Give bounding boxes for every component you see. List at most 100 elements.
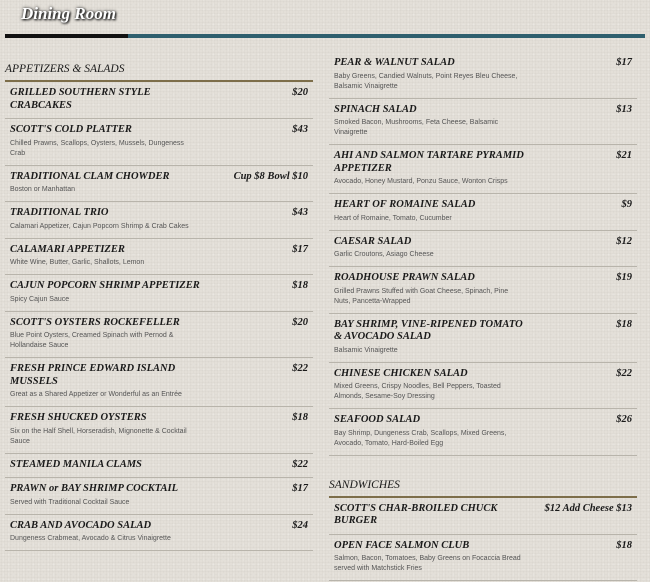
menu-item-name: TRADITIONAL CLAM CHOWDER bbox=[10, 170, 170, 182]
menu-item-description: Balsamic Vinaigrette bbox=[334, 346, 398, 354]
left-column: APPETIZERS & SALADS GRILLED SOUTHERN STY… bbox=[5, 58, 313, 551]
menu-item-info: TRADITIONAL CLAM CHOWDER Boston or Manhat… bbox=[10, 171, 200, 196]
menu-item-info: CRAB AND AVOCADO SALAD Dungeness Crabmeat… bbox=[10, 520, 200, 545]
menu-item: CAESAR SALAD Garlic Croutons, Asiago Chee… bbox=[329, 231, 637, 267]
menu-item: ROADHOUSE PRAWN SALAD Grilled Prawns Stuf… bbox=[329, 267, 637, 314]
menu-item: SCOTT'S COLD PLATTER Chilled Prawns, Scal… bbox=[5, 119, 313, 166]
menu-item-description: Calamari Appetizer, Cajun Popcorn Shrimp… bbox=[10, 222, 189, 230]
menu-item: STEAMED MANILA CLAMS $22 bbox=[5, 454, 313, 478]
menu-item-name: TRADITIONAL TRIO bbox=[10, 207, 109, 218]
menu-item-name: SCOTT'S CHAR-BROILED CHUCK BURGER bbox=[334, 502, 498, 527]
menu-item-price: $13 bbox=[616, 103, 632, 115]
page-title: Dining Room bbox=[21, 4, 116, 23]
menu-item-price: $20 bbox=[292, 87, 308, 98]
menu-item-price: $22 bbox=[616, 367, 632, 379]
menu-item-price: $12 bbox=[616, 235, 632, 247]
menu-item-description: Smoked Bacon, Mushrooms, Feta Cheese, Ba… bbox=[334, 119, 499, 136]
menu-item-description: Chilled Prawns, Scallops, Oysters, Musse… bbox=[10, 139, 184, 157]
menu-item: TRADITIONAL TRIO Calamari Appetizer, Caju… bbox=[5, 202, 313, 239]
menu-item-info: BAY SHRIMP, VINE-RIPENED TOMATO & AVOCAD… bbox=[334, 319, 524, 356]
menu-item-info: FRESH PRINCE EDWARD ISLAND MUSSELS Great … bbox=[10, 363, 200, 400]
menu-item-info: HEART OF ROMAINE SALAD Heart of Romaine, … bbox=[334, 199, 524, 224]
menu-item-info: CHINESE CHICKEN SALAD Mixed Greens, Crisp… bbox=[334, 368, 524, 403]
section-heading-appetizers: APPETIZERS & SALADS bbox=[5, 58, 313, 82]
menu-item-price: $43 bbox=[292, 207, 308, 218]
title-divider bbox=[5, 34, 645, 38]
menu-item-info: GRILLED SOUTHERN STYLE CRABCAKES bbox=[10, 87, 200, 112]
menu-item-description: Served with Traditional Cocktail Sauce bbox=[10, 498, 130, 506]
menu-item-name: ROADHOUSE PRAWN SALAD bbox=[334, 272, 475, 283]
menu-item-price: $19 bbox=[616, 272, 632, 283]
menu-item-info: SCOTT'S CHAR-BROILED CHUCK BURGER bbox=[334, 503, 524, 528]
menu-item: GRILLED SOUTHERN STYLE CRABCAKES $20 bbox=[5, 82, 313, 119]
menu-item-name: OPEN FACE SALMON CLUB bbox=[334, 539, 470, 551]
menu-item-description: Six on the Half Shell, Horseradish, Mign… bbox=[10, 427, 187, 445]
menu-item-price: $18 bbox=[616, 318, 632, 330]
menu-item-description: Dungeness Crabmeat, Avocado & Citrus Vin… bbox=[10, 535, 171, 542]
menu-item-price: $12 Add Cheese $13 bbox=[544, 502, 632, 514]
menu-item-description: Bay Shrimp, Dungeness Crab, Scallops, Mi… bbox=[334, 429, 507, 447]
menu-item-info: CAJUN POPCORN SHRIMP APPETIZER Spicy Caju… bbox=[10, 280, 200, 305]
menu-item: CALAMARI APPETIZER White Wine, Butter, Ga… bbox=[5, 239, 313, 275]
menu-item-name: CALAMARI APPETIZER bbox=[10, 243, 125, 255]
menu-item-description: Salmon, Bacon, Tomatoes, Baby Greens on … bbox=[334, 555, 521, 572]
menu-item-price: Cup $8 Bowl $10 bbox=[233, 170, 308, 182]
menu-item: PRAWN or BAY SHRIMP COCKTAIL Served with … bbox=[5, 478, 313, 515]
menu-item-price: $21 bbox=[616, 150, 632, 161]
menu-item-price: $17 bbox=[292, 243, 308, 255]
salad-list: PEAR & WALNUT SALAD Baby Greens, Candied … bbox=[329, 52, 637, 456]
menu-item-name: HEART OF ROMAINE SALAD bbox=[334, 199, 476, 210]
menu-item: FRESH PRINCE EDWARD ISLAND MUSSELS Great … bbox=[5, 358, 313, 407]
menu-item-info: AHI AND SALMON TARTARE PYRAMID APPETIZER… bbox=[334, 150, 524, 187]
menu-item-description: Boston or Manhattan bbox=[10, 186, 75, 193]
menu-item-name: CHINESE CHICKEN SALAD bbox=[334, 367, 468, 379]
menu-item-name: FRESH PRINCE EDWARD ISLAND MUSSELS bbox=[10, 363, 176, 387]
menu-item-info: SPINACH SALAD Smoked Bacon, Mushrooms, Fe… bbox=[334, 104, 524, 139]
menu-item-price: $9 bbox=[621, 199, 633, 210]
menu-item-name: SPINACH SALAD bbox=[334, 103, 417, 115]
menu-item-info: PRAWN or BAY SHRIMP COCKTAIL Served with … bbox=[10, 483, 200, 508]
section-heading-sandwiches: SANDWICHES bbox=[329, 474, 637, 498]
menu-item-description: Grilled Prawns Stuffed with Goat Cheese,… bbox=[334, 287, 509, 305]
menu-item: HEART OF ROMAINE SALAD Heart of Romaine, … bbox=[329, 194, 637, 231]
menu-item-name: STEAMED MANILA CLAMS bbox=[10, 458, 142, 470]
menu-item-price: $18 bbox=[292, 412, 308, 423]
menu-item: CRAB AND AVOCADO SALAD Dungeness Crabmeat… bbox=[5, 515, 313, 551]
menu-item-price: $26 bbox=[616, 414, 632, 425]
menu-item-info: STEAMED MANILA CLAMS bbox=[10, 459, 200, 472]
menu-item: PEAR & WALNUT SALAD Baby Greens, Candied … bbox=[329, 52, 637, 99]
menu-item-price: $17 bbox=[292, 483, 308, 494]
menu-item-name: CAJUN POPCORN SHRIMP APPETIZER bbox=[10, 280, 200, 291]
menu-item-name: GRILLED SOUTHERN STYLE CRABCAKES bbox=[10, 87, 151, 111]
right-column: PEAR & WALNUT SALAD Baby Greens, Candied … bbox=[329, 52, 637, 581]
menu-item-price: $20 bbox=[292, 316, 308, 328]
menu-item-description: Spicy Cajun Sauce bbox=[10, 295, 70, 303]
menu-item: CHINESE CHICKEN SALAD Mixed Greens, Crisp… bbox=[329, 363, 637, 409]
appetizer-list: GRILLED SOUTHERN STYLE CRABCAKES $20 SCOTT… bbox=[5, 82, 313, 551]
title-divider-dark bbox=[5, 34, 128, 38]
menu-item-info: OPEN FACE SALMON CLUB Salmon, Bacon, Toma… bbox=[334, 540, 524, 575]
menu-item-name: SEAFOOD SALAD bbox=[334, 414, 421, 425]
menu-item: FRESH SHUCKED OYSTERS Six on the Half She… bbox=[5, 407, 313, 454]
menu-item-info: SEAFOOD SALAD Bay Shrimp, Dungeness Crab,… bbox=[334, 414, 524, 449]
menu-item-info: CALAMARI APPETIZER White Wine, Butter, Ga… bbox=[10, 244, 200, 269]
menu-item-price: $43 bbox=[292, 124, 308, 135]
menu-item: SCOTT'S OYSTERS ROCKEFELLER Blue Point Oy… bbox=[5, 312, 313, 358]
menu-item-name: CAESAR SALAD bbox=[334, 235, 412, 247]
menu-item-name: PEAR & WALNUT SALAD bbox=[334, 57, 455, 68]
menu-item-description: Heart of Romaine, Tomato, Cucumber bbox=[334, 214, 452, 222]
menu-item-name: FRESH SHUCKED OYSTERS bbox=[10, 412, 147, 423]
menu-item: AHI AND SALMON TARTARE PYRAMID APPETIZER… bbox=[329, 145, 637, 194]
menu-item: OPEN FACE SALMON CLUB Salmon, Bacon, Toma… bbox=[329, 535, 637, 581]
menu-item: SPINACH SALAD Smoked Bacon, Mushrooms, Fe… bbox=[329, 99, 637, 145]
menu-item-description: Mixed Greens, Crispy Noodles, Bell Peppe… bbox=[334, 383, 501, 400]
menu-item-description: Great as a Shared Appetizer or Wonderful… bbox=[10, 391, 182, 398]
menu-item-price: $17 bbox=[616, 57, 632, 68]
menu-item-name: SCOTT'S OYSTERS ROCKEFELLER bbox=[10, 316, 180, 328]
menu-item-price: $18 bbox=[616, 539, 632, 551]
menu-item-info: TRADITIONAL TRIO Calamari Appetizer, Caju… bbox=[10, 207, 200, 232]
menu-item-description: Blue Point Oysters, Creamed Spinach with… bbox=[10, 332, 174, 349]
menu-item-price: $22 bbox=[292, 458, 308, 470]
menu-item-description: White Wine, Butter, Garlic, Shallots, Le… bbox=[10, 259, 145, 266]
menu-item-name: CRAB AND AVOCADO SALAD bbox=[10, 519, 152, 531]
